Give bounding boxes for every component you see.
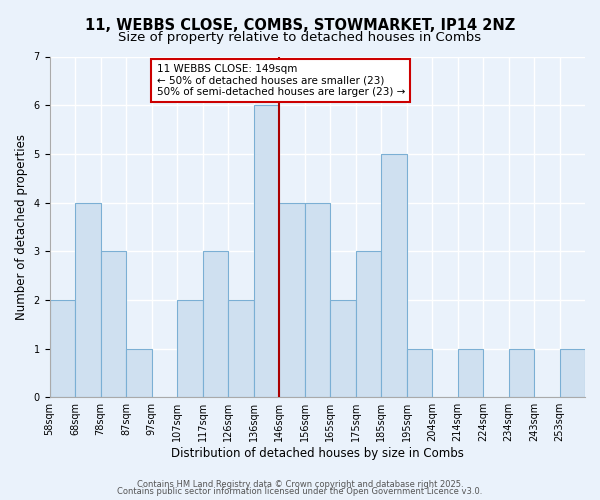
Bar xyxy=(305,202,330,397)
Bar xyxy=(381,154,407,397)
Bar xyxy=(254,105,279,397)
Bar xyxy=(203,251,228,397)
X-axis label: Distribution of detached houses by size in Combs: Distribution of detached houses by size … xyxy=(171,447,464,460)
Y-axis label: Number of detached properties: Number of detached properties xyxy=(15,134,28,320)
Bar xyxy=(228,300,254,397)
Bar xyxy=(279,202,305,397)
Text: 11, WEBBS CLOSE, COMBS, STOWMARKET, IP14 2NZ: 11, WEBBS CLOSE, COMBS, STOWMARKET, IP14… xyxy=(85,18,515,32)
Text: Contains HM Land Registry data © Crown copyright and database right 2025.: Contains HM Land Registry data © Crown c… xyxy=(137,480,463,489)
Bar xyxy=(177,300,203,397)
Bar xyxy=(101,251,126,397)
Text: Contains public sector information licensed under the Open Government Licence v3: Contains public sector information licen… xyxy=(118,488,482,496)
Bar xyxy=(50,300,75,397)
Bar xyxy=(330,300,356,397)
Bar xyxy=(509,348,534,397)
Bar xyxy=(458,348,483,397)
Text: Size of property relative to detached houses in Combs: Size of property relative to detached ho… xyxy=(118,31,482,44)
Bar xyxy=(407,348,432,397)
Bar xyxy=(560,348,585,397)
Text: 11 WEBBS CLOSE: 149sqm
← 50% of detached houses are smaller (23)
50% of semi-det: 11 WEBBS CLOSE: 149sqm ← 50% of detached… xyxy=(157,64,405,97)
Bar xyxy=(356,251,381,397)
Bar xyxy=(75,202,101,397)
Bar xyxy=(126,348,152,397)
